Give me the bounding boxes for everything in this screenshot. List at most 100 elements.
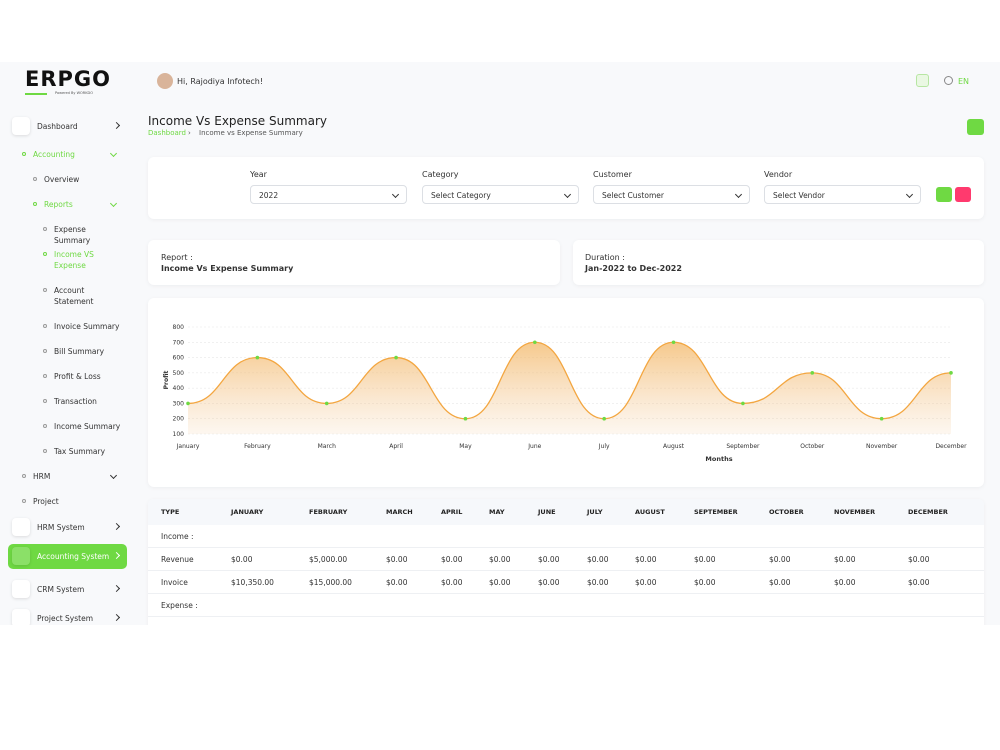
menu-item[interactable]: Income Summary: [54, 422, 121, 431]
table-cell: Revenue: [161, 555, 194, 564]
x-tick-label: June: [527, 443, 541, 450]
data-point: [394, 355, 398, 360]
x-tick-label: July: [598, 443, 610, 450]
table-cell: $0.00: [635, 578, 657, 587]
table-cell: $0.00: [694, 555, 716, 564]
table-header: NOVEMBER: [834, 508, 876, 516]
table-header: AUGUST: [635, 508, 665, 516]
filter-label: Customer: [593, 170, 632, 179]
globe-icon: [944, 76, 953, 85]
category-select[interactable]: Select Category: [422, 185, 579, 204]
y-tick-label: 800: [173, 324, 185, 331]
menu-bullet: [33, 202, 37, 206]
table-cell: $0.00: [769, 578, 791, 587]
year-select[interactable]: 2022: [250, 185, 407, 204]
table-header: SEPTEMBER: [694, 508, 738, 516]
table-header: JANUARY: [231, 508, 264, 516]
data-point: [671, 340, 676, 345]
table-cell: $0.00: [908, 578, 930, 587]
menu-bullet: [43, 288, 47, 292]
filter-card: Year 2022 Category Select Category Custo…: [148, 157, 984, 219]
menu-bullet: [33, 177, 37, 181]
page-title: Income Vs Expense Summary: [148, 114, 327, 128]
table-cell: $0.00: [538, 578, 560, 587]
table-header: MARCH: [386, 508, 413, 516]
menu-item[interactable]: Expense Summary: [54, 225, 91, 245]
menu-icon: [12, 609, 30, 625]
table-cell: $0.00: [587, 578, 609, 587]
logo-tagline: Powered By WORKDO: [55, 91, 93, 95]
data-point: [463, 416, 468, 421]
data-point: [810, 371, 815, 375]
download-button[interactable]: [967, 119, 984, 135]
menu-bullet: [22, 499, 26, 503]
row-divider: [148, 616, 984, 617]
menu-bullet: [22, 474, 26, 478]
x-tick-label: December: [935, 443, 967, 450]
table-card: TYPE JANUARY FEBRUARY MARCH APRIL MAY JUNE JULY…: [148, 499, 984, 625]
chart: Months Profit 100 200 300 400 500 600 700 800 Ja…: [163, 324, 967, 463]
table-cell: $0.00: [587, 555, 609, 564]
x-tick-label: February: [244, 443, 271, 450]
search-button[interactable]: [936, 187, 952, 202]
menu-item[interactable]: CRM System: [37, 585, 85, 594]
table-cell: $0.00: [769, 555, 791, 564]
avatar: [157, 73, 173, 89]
menu-bullet: [43, 227, 47, 231]
table-cell: $0.00: [694, 578, 716, 587]
menu-bullet: [43, 449, 47, 453]
table-cell: $0.00: [635, 555, 657, 564]
breadcrumb-link[interactable]: Dashboard: [148, 129, 186, 137]
menu-item[interactable]: Accounting: [33, 150, 75, 159]
table-cell: $0.00: [538, 555, 560, 564]
filter-label: Vendor: [764, 170, 793, 179]
menu-item[interactable]: Accounting System: [37, 552, 110, 561]
y-tick-label: 200: [173, 416, 185, 423]
menu-item[interactable]: Project: [33, 497, 59, 506]
menu-icon: [12, 117, 30, 135]
y-tick-label: 600: [173, 355, 185, 362]
customer-select[interactable]: Select Customer: [593, 185, 750, 204]
x-tick-label: April: [389, 443, 403, 450]
report-label: Report :: [161, 253, 193, 262]
greeting[interactable]: Hi, Rajodiya Infotech!: [177, 77, 264, 86]
menu-bullet: [22, 152, 26, 156]
menu-item[interactable]: Transaction: [54, 397, 97, 406]
table-cell: $0.00: [908, 555, 930, 564]
y-tick-label: 100: [173, 431, 185, 438]
menu-item[interactable]: Account Statement: [54, 286, 94, 306]
table-cell: $0.00: [231, 555, 253, 564]
menu-item[interactable]: Income VS Expense: [54, 250, 94, 270]
menu-item[interactable]: Overview: [44, 175, 80, 184]
duration-card: Duration : Jan-2022 to Dec-2022: [573, 240, 984, 285]
menu-item[interactable]: Reports: [44, 200, 73, 209]
menu-item[interactable]: Project System: [37, 614, 94, 623]
row-divider: [148, 547, 984, 548]
y-tick-label: 300: [173, 400, 185, 407]
breadcrumb-separator: ›: [188, 129, 191, 137]
report-card: Report : Income Vs Expense Summary: [148, 240, 560, 285]
language[interactable]: EN: [958, 77, 970, 86]
table-header: OCTOBER: [769, 508, 804, 516]
menu-item[interactable]: Bill Summary: [54, 347, 105, 356]
notification-icon[interactable]: [916, 74, 929, 87]
x-tick-label: August: [663, 443, 685, 450]
table-cell: Invoice: [161, 578, 188, 587]
reset-button[interactable]: [955, 187, 971, 202]
vendor-select[interactable]: Select Vendor: [764, 185, 921, 204]
chart-card: Months Profit 100 200 300 400 500 600 700 800 Ja…: [148, 298, 984, 487]
menu-item[interactable]: HRM System: [37, 523, 85, 532]
table-cell: $10,350.00: [231, 578, 274, 587]
area-fill: [188, 342, 951, 434]
data-point: [533, 340, 537, 345]
menu-item[interactable]: HRM: [33, 472, 51, 481]
menu-item[interactable]: Tax Summary: [54, 447, 106, 456]
logo-underline: [25, 93, 47, 95]
menu-icon: [12, 547, 30, 565]
x-tick-label: October: [800, 443, 825, 450]
menu-item[interactable]: Invoice Summary: [54, 322, 120, 331]
menu-item[interactable]: Dashboard: [37, 122, 78, 131]
menu-item[interactable]: Profit & Loss: [54, 372, 101, 381]
y-tick-label: 700: [173, 339, 185, 346]
